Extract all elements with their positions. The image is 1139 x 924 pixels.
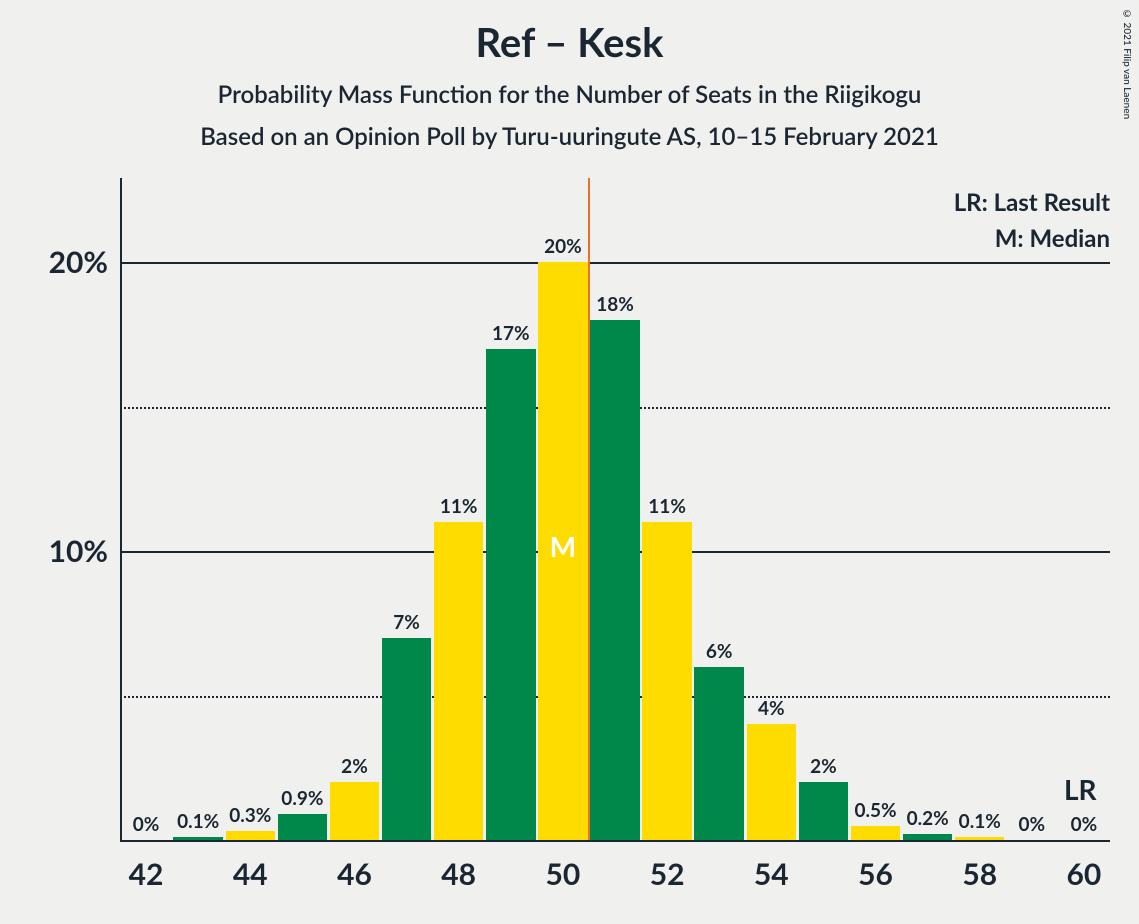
bar: 0.3% [226,831,276,840]
bar-value-label: 0.3% [229,804,271,831]
y-axis-tick-label: 20% [49,244,120,280]
bar-value-label: 7% [393,611,420,638]
legend-median: M: Median [995,224,1110,253]
legend-lr: LR: Last Result [954,188,1110,217]
chart-subtitle-2: Based on an Opinion Poll by Turu-uuringu… [0,122,1139,151]
bar: 18% [590,320,640,840]
bar-value-label: 11% [440,495,478,522]
bar-chart: 10%20%0%0.1%0.3%0.9%2%7%11%17%20%18%11%6… [120,190,1110,840]
bar-value-label: 0.1% [177,810,219,837]
bar: 2% [330,782,380,840]
x-axis-tick-label: 56 [858,840,893,892]
x-axis-tick-label: 58 [962,840,997,892]
gridline-major [120,262,1110,264]
x-axis-tick-label: 48 [441,840,476,892]
bar-value-label: 0.2% [907,807,949,834]
bar: 2% [799,782,849,840]
bar: 11% [642,522,692,840]
bar-value-label: 6% [706,640,733,667]
bar: 7% [382,638,432,840]
x-axis-tick-label: 52 [650,840,685,892]
median-marker-label: M [550,529,576,563]
bar: 0.9% [278,814,328,840]
x-axis-tick-label: 50 [545,840,580,892]
bar-value-label: 0.9% [281,787,323,814]
bar: 0.1% [173,837,223,840]
x-axis-tick-label: 44 [233,840,268,892]
bar-value-label: 0.1% [959,810,1001,837]
x-axis-tick-label: 46 [337,840,372,892]
y-axis-tick-label: 10% [49,533,120,569]
bar-value-label: 2% [341,755,368,782]
bar-value-label: 0.5% [854,799,896,826]
x-axis-tick-label: 42 [129,840,164,892]
x-axis-tick-label: 60 [1067,840,1102,892]
median-line [588,178,590,840]
bar: 4% [747,724,797,840]
bar-value-label: 0% [133,813,160,840]
bar-value-label: 0% [1019,813,1046,840]
last-result-marker: LR [1064,772,1097,806]
bar-value-label: 17% [492,322,530,349]
bar: 6% [694,667,744,840]
bar: 0.2% [903,834,953,840]
y-axis-line [120,178,122,840]
x-axis-tick-label: 54 [754,840,789,892]
bar-value-label: 11% [648,495,686,522]
bar: 0.5% [851,826,901,840]
chart-container: Ref – Kesk Probability Mass Function for… [0,0,1139,924]
bar: 17% [486,349,536,840]
copyright-text: © 2021 Filip van Laenen [1121,8,1133,119]
chart-title: Ref – Kesk [0,18,1139,66]
chart-subtitle-1: Probability Mass Function for the Number… [0,80,1139,109]
bar-value-label: 18% [596,293,634,320]
bar-value-label: 2% [810,755,837,782]
bar-value-label: 0% [1071,813,1098,840]
bar-value-label: 20% [544,235,582,262]
bar-value-label: 4% [758,697,785,724]
bar: 11% [434,522,484,840]
